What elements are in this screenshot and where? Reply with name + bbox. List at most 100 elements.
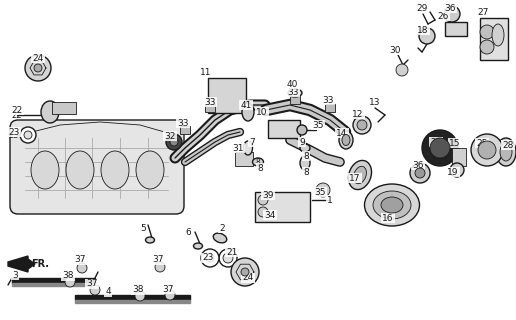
Text: 8: 8 [257, 164, 263, 172]
Text: 4: 4 [105, 287, 111, 297]
Circle shape [65, 277, 75, 287]
Ellipse shape [381, 197, 403, 213]
Circle shape [219, 249, 237, 267]
Circle shape [166, 134, 182, 150]
Circle shape [34, 64, 42, 72]
Ellipse shape [300, 156, 310, 170]
Circle shape [90, 285, 100, 295]
Text: 23: 23 [202, 253, 214, 262]
Text: 30: 30 [389, 45, 401, 54]
Text: 33: 33 [204, 98, 216, 107]
Text: 16: 16 [382, 213, 394, 222]
Circle shape [316, 183, 330, 197]
Text: 33: 33 [322, 95, 334, 105]
Ellipse shape [136, 151, 164, 189]
Circle shape [410, 163, 430, 183]
Text: 3: 3 [12, 270, 18, 279]
Circle shape [478, 141, 496, 159]
Text: 20: 20 [430, 138, 442, 147]
Ellipse shape [300, 144, 310, 152]
FancyBboxPatch shape [10, 120, 184, 214]
Text: 34: 34 [264, 211, 276, 220]
Circle shape [444, 6, 460, 22]
Ellipse shape [146, 237, 154, 243]
Ellipse shape [66, 151, 94, 189]
Text: 14: 14 [336, 129, 348, 138]
Text: 38: 38 [62, 271, 74, 281]
Text: 2: 2 [219, 223, 225, 233]
Circle shape [415, 168, 425, 178]
Circle shape [20, 127, 36, 143]
Polygon shape [75, 300, 190, 303]
Text: 38: 38 [132, 285, 144, 294]
Circle shape [419, 28, 435, 44]
Bar [452, 148, 466, 166]
Text: 1: 1 [327, 196, 333, 204]
Bar [445, 22, 467, 36]
Text: 23: 23 [8, 127, 20, 137]
Bar [255, 192, 310, 222]
Text: 17: 17 [349, 173, 361, 182]
Circle shape [206, 254, 214, 262]
Circle shape [396, 64, 408, 76]
Text: 35: 35 [312, 121, 324, 130]
Text: 35: 35 [314, 188, 326, 196]
Text: 37: 37 [162, 284, 174, 293]
Text: 24: 24 [33, 53, 44, 62]
Text: 15: 15 [449, 139, 461, 148]
Circle shape [480, 40, 494, 54]
Ellipse shape [288, 89, 302, 97]
Text: 26: 26 [438, 12, 449, 20]
Text: 33: 33 [287, 87, 299, 97]
Text: 8: 8 [303, 151, 309, 161]
Ellipse shape [242, 103, 254, 121]
Ellipse shape [31, 151, 59, 189]
Text: 31: 31 [232, 143, 244, 153]
Bar [268, 120, 300, 138]
Text: 36: 36 [444, 4, 456, 12]
Circle shape [450, 163, 464, 177]
Ellipse shape [492, 24, 504, 46]
Text: 37: 37 [152, 255, 164, 265]
Text: 22: 22 [11, 106, 23, 115]
Text: 11: 11 [200, 68, 212, 76]
Circle shape [155, 262, 165, 272]
Circle shape [25, 55, 51, 81]
Bar [205, 104, 215, 112]
Text: 13: 13 [369, 98, 381, 107]
Text: 37: 37 [74, 255, 86, 265]
Ellipse shape [373, 191, 411, 219]
Bar [52, 102, 76, 114]
Text: 21: 21 [227, 247, 238, 257]
Text: 27: 27 [477, 7, 489, 17]
Bar [480, 18, 508, 60]
Ellipse shape [339, 131, 353, 149]
Text: 9: 9 [299, 138, 305, 147]
Bar [208, 78, 246, 113]
Text: 10: 10 [256, 108, 268, 116]
Ellipse shape [500, 143, 512, 161]
Circle shape [170, 138, 178, 146]
Text: 7: 7 [249, 138, 255, 147]
Polygon shape [12, 283, 95, 286]
Text: 36: 36 [412, 161, 424, 170]
Bar [495, 145, 505, 155]
Ellipse shape [194, 243, 202, 249]
Text: 23: 23 [9, 131, 19, 140]
Ellipse shape [244, 141, 252, 155]
Polygon shape [12, 278, 95, 283]
Circle shape [24, 131, 32, 139]
Ellipse shape [41, 101, 59, 123]
Circle shape [471, 134, 503, 166]
Text: 39: 39 [262, 190, 274, 199]
Ellipse shape [496, 138, 516, 166]
Ellipse shape [252, 158, 264, 166]
Circle shape [77, 263, 87, 273]
Bar [290, 96, 300, 104]
Bar [325, 104, 335, 112]
Text: 40: 40 [286, 79, 298, 89]
Circle shape [223, 253, 233, 263]
Circle shape [165, 290, 175, 300]
Text: 33: 33 [178, 118, 189, 127]
Bar [235, 152, 253, 166]
